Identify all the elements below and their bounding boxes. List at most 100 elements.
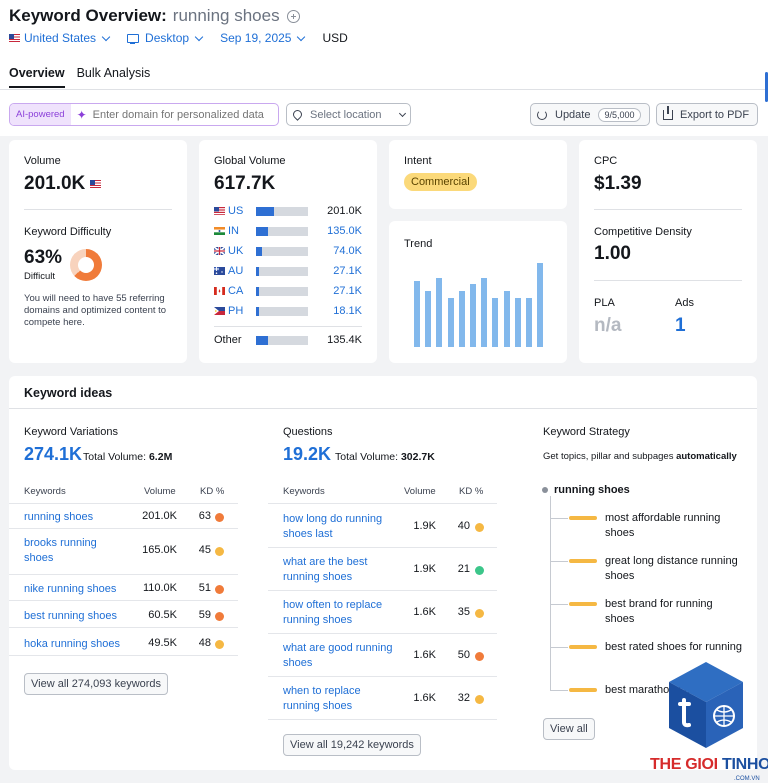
ai-powered-badge: AI-powered xyxy=(10,104,71,125)
keyword-volume: 49.5K xyxy=(148,637,177,649)
add-keyword-icon[interactable] xyxy=(286,9,300,23)
keyword-link[interactable]: nike running shoes xyxy=(24,583,117,595)
cpc-divider xyxy=(594,209,742,210)
country-row-ca[interactable]: CA 27.1K xyxy=(214,284,362,298)
view-all-variations-button[interactable]: View all 274,093 keywords xyxy=(24,673,169,695)
ads-value[interactable]: 1 xyxy=(675,315,686,336)
country-row-au[interactable]: AU 27.1K xyxy=(214,264,362,278)
strategy-subtitle-text: Get topics, pillar and subpages xyxy=(543,451,674,462)
header: Keyword Overview: running shoes United S… xyxy=(0,0,768,136)
page-title: Keyword Overview: xyxy=(9,6,167,25)
total-volume-value: 6.2M xyxy=(148,451,173,463)
col-header-kd: KD % xyxy=(459,486,484,497)
questions-count[interactable]: 19.2K xyxy=(283,444,332,464)
global-volume-divider xyxy=(214,326,362,327)
strategy-subpage[interactable]: most affordable running shoes xyxy=(605,512,721,539)
share-bar xyxy=(256,335,308,345)
question-link[interactable]: when to replace running shoes xyxy=(283,685,361,712)
keyword-link[interactable]: brooks running shoes xyxy=(24,537,97,564)
country-select[interactable]: United States xyxy=(9,31,111,45)
view-all-questions-button[interactable]: View all 19,242 keywords xyxy=(283,734,421,756)
question-kd: 32 xyxy=(457,692,470,704)
chevron-down-icon xyxy=(297,32,306,41)
question-link[interactable]: what are good running shoes xyxy=(283,642,393,669)
strategy-root[interactable]: running shoes xyxy=(554,484,630,496)
share-bar-fill xyxy=(256,266,259,276)
volume-value: 201.0K xyxy=(24,173,86,194)
question-volume: 1.6K xyxy=(413,692,436,704)
country-label: United States xyxy=(24,31,97,45)
us-flag-icon xyxy=(90,180,101,188)
keyword-volume: 110.0K xyxy=(142,582,177,594)
tab-overview[interactable]: Overview xyxy=(9,66,65,88)
country-volume[interactable]: 27.1K xyxy=(333,265,362,277)
scroll-indicator xyxy=(765,72,768,102)
global-volume-label: Global Volume xyxy=(214,155,286,167)
country-code: PH xyxy=(228,305,244,317)
global-volume-value: 617.7K xyxy=(214,173,276,194)
variations-count[interactable]: 274.1K xyxy=(24,444,83,464)
col-header-volume: Volume xyxy=(404,486,436,497)
pla-value: n/a xyxy=(594,315,622,336)
cd-value: 1.00 xyxy=(594,243,631,264)
cube-logo-icon xyxy=(669,662,743,748)
tabs-divider xyxy=(0,89,768,90)
share-bar-fill xyxy=(256,206,274,216)
device-select[interactable]: Desktop xyxy=(127,31,204,45)
strategy-subpage[interactable]: best brand for running shoes xyxy=(605,598,713,625)
pla-label: PLA xyxy=(594,297,615,309)
country-row-ph[interactable]: PH 18.1K xyxy=(214,304,362,318)
keyword-link[interactable]: best running shoes xyxy=(24,610,117,622)
keyword-link[interactable]: running shoes xyxy=(24,511,94,523)
desktop-icon xyxy=(127,33,140,44)
row-divider xyxy=(268,547,497,548)
tab-bulk-analysis[interactable]: Bulk Analysis xyxy=(76,66,151,80)
country-volume[interactable]: 135.0K xyxy=(327,225,362,237)
update-button[interactable]: Update 9/5,000 xyxy=(530,103,650,126)
ads-label: Ads xyxy=(675,297,694,309)
country-volume[interactable]: 27.1K xyxy=(333,285,362,297)
chevron-down-icon xyxy=(194,32,204,41)
cd-divider xyxy=(594,280,742,281)
country-volume[interactable]: 18.1K xyxy=(333,305,362,317)
variations-title: Keyword Variations xyxy=(24,426,118,438)
kd-donut-chart xyxy=(70,249,102,281)
location-select[interactable]: Select location xyxy=(286,103,411,126)
question-link[interactable]: how long do running shoes last xyxy=(283,513,383,540)
country-code: IN xyxy=(228,225,239,237)
country-row-in[interactable]: IN 135.0K xyxy=(214,224,362,238)
kd-dot xyxy=(475,566,484,575)
watermark-text-a: THE GIOI xyxy=(650,756,722,773)
country-row-uk[interactable]: UK 74.0K xyxy=(214,244,362,258)
watermark-text: THE GIOI TINHOC xyxy=(650,756,768,774)
view-all-strategy-button[interactable]: View all xyxy=(543,718,595,740)
row-divider xyxy=(268,633,497,634)
share-bar-fill xyxy=(256,246,262,256)
question-kd: 50 xyxy=(457,649,470,661)
question-link[interactable]: what are the best running shoes xyxy=(283,556,368,583)
domain-input[interactable] xyxy=(92,108,273,121)
country-row-us[interactable]: US 201.0K xyxy=(214,204,362,218)
tabs: Overview Bulk Analysis xyxy=(9,66,162,88)
refresh-icon xyxy=(537,109,547,120)
total-volume-value: 302.7K xyxy=(400,451,435,463)
cpc-card: CPC $1.39 Competitive Density 1.00 PLA n… xyxy=(579,140,757,363)
date-select[interactable]: Sep 19, 2025 xyxy=(220,31,306,45)
strategy-subpage[interactable]: great long distance running shoes xyxy=(605,555,738,582)
global-volume-card: Global Volume 617.7K US 201.0K IN 135.0K… xyxy=(199,140,377,363)
update-quota-badge: 9/5,000 xyxy=(598,107,641,122)
keyword-link[interactable]: hoka running shoes xyxy=(24,638,121,650)
country-volume[interactable]: 74.0K xyxy=(333,245,362,257)
question-link[interactable]: how often to replace running shoes xyxy=(283,599,383,626)
tree-root-dot xyxy=(542,487,548,493)
export-pdf-button[interactable]: Export to PDF xyxy=(656,103,758,126)
country-code: UK xyxy=(228,245,244,257)
trend-card: Trend xyxy=(389,221,567,363)
trend-bar xyxy=(503,291,510,347)
kd-dot xyxy=(215,547,224,556)
question-kd: 35 xyxy=(457,606,470,618)
tree-branch xyxy=(550,518,568,519)
strategy-subpage[interactable]: best rated shoes for running xyxy=(605,641,742,653)
kd-value: 63% xyxy=(24,247,63,268)
share-bar xyxy=(256,226,308,236)
